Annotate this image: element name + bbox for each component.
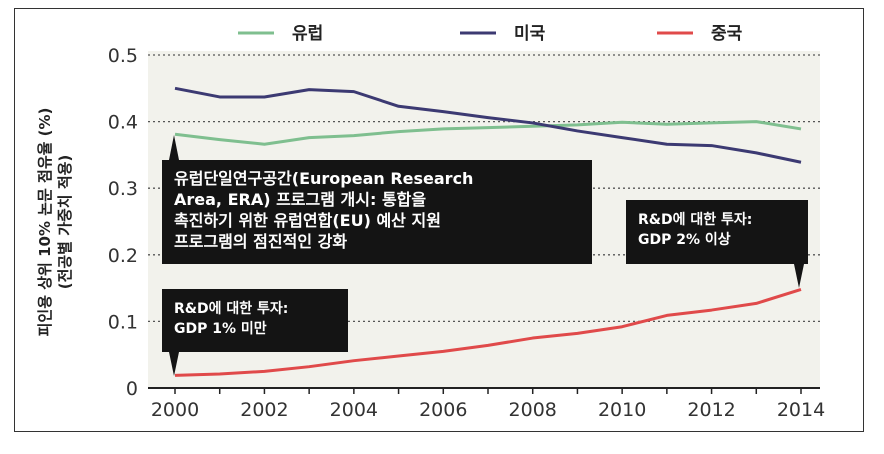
y-axis-label-line1: 피인용 상위 10% 논문 점유율 (%) xyxy=(36,108,54,337)
china-2014-callout: R&D에 대한 투자: GDP 2% 이상 xyxy=(626,200,808,264)
china-2014-callout-pointer xyxy=(794,264,804,288)
y-tick-label: 0.3 xyxy=(108,178,138,200)
y-tick-label: 0.2 xyxy=(108,245,138,267)
y-axis-label: 피인용 상위 10% 논문 점유율 (%) (전공별 가중치 적용) xyxy=(36,108,74,337)
era-callout-line: 촉진하기 위한 유럽연합(EU) 예산 지원 xyxy=(174,211,441,230)
series-line-미국 xyxy=(174,86,802,164)
x-tick-label: 2010 xyxy=(598,399,646,421)
era-callout-line: 프로그램의 점진적인 강화 xyxy=(174,232,348,251)
china-2000-callout: R&D에 대한 투자: GDP 1% 미만 xyxy=(162,289,348,352)
china-2014-callout-line: GDP 2% 이상 xyxy=(638,232,731,248)
x-tick-label: 2002 xyxy=(240,399,288,421)
x-tick-label: 2014 xyxy=(777,399,825,421)
china-2000-callout-line: GDP 1% 미만 xyxy=(174,321,267,337)
x-tick-label: 2006 xyxy=(419,399,467,421)
y-tick-label: 0.4 xyxy=(108,112,138,134)
era-callout: 유럽단일연구공간(European Research Area, ERA) 프로… xyxy=(162,160,592,264)
y-axis-label-line2: (전공별 가중치 적용) xyxy=(56,155,74,290)
y-tick-label: 0.1 xyxy=(108,311,138,333)
series-line-중국 xyxy=(174,288,802,377)
y-tick-labels: 0 0.1 0.2 0.3 0.4 0.5 xyxy=(108,45,138,400)
legend: 유럽 미국 중국 xyxy=(238,24,743,44)
x-tick-label: 2012 xyxy=(687,399,735,421)
x-tick-labels: 2000 2002 2004 2006 2008 2010 2012 2014 xyxy=(148,387,825,421)
y-tick-label: 0 xyxy=(126,378,138,400)
x-tick-label: 2000 xyxy=(151,399,199,421)
era-callout-line: Area, ERA) 프로그램 개시: 통합을 xyxy=(174,190,427,209)
era-callout-line: 유럽단일연구공간(European Research xyxy=(174,169,474,188)
series-lines xyxy=(174,86,802,377)
series-line-유럽 xyxy=(174,120,802,146)
china-2000-callout-line: R&D에 대한 투자: xyxy=(174,301,289,317)
y-tick-label: 0.5 xyxy=(108,45,138,67)
x-tick-label: 2004 xyxy=(330,399,378,421)
legend-label: 유럽 xyxy=(292,24,323,44)
era-callout-pointer xyxy=(169,135,179,160)
china-2014-callout-line: R&D에 대한 투자: xyxy=(638,212,753,228)
legend-label: 미국 xyxy=(514,24,546,44)
x-tick-label: 2008 xyxy=(509,399,557,421)
china-2000-callout-pointer xyxy=(169,352,179,376)
legend-label: 중국 xyxy=(711,24,743,44)
